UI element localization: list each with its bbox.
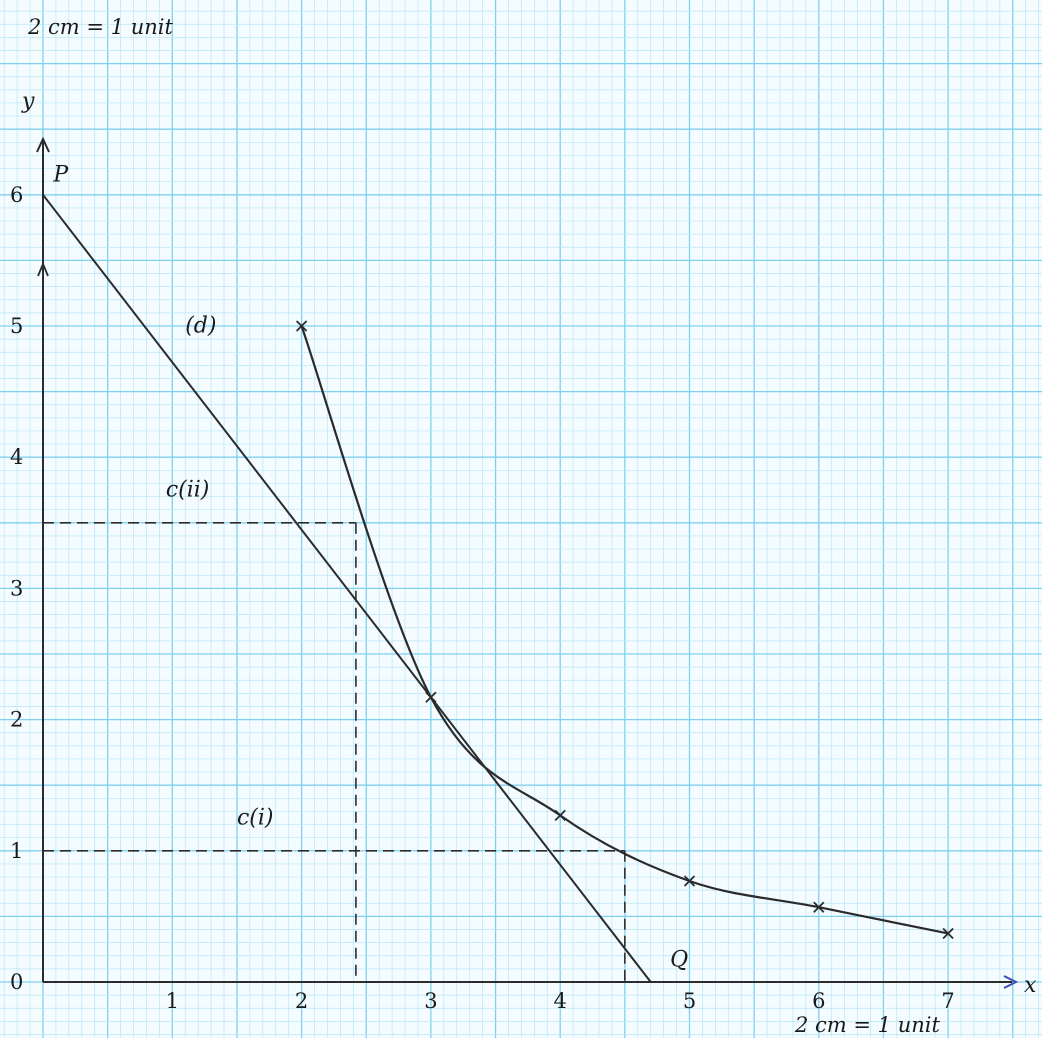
y-tick-label: 4 <box>10 445 23 469</box>
y-tick-label: 0 <box>10 970 23 994</box>
annotations: P (d) c(ii) c(i) Q <box>52 163 688 973</box>
scale-note-top: 2 cm = 1 unit <box>27 15 173 39</box>
data-point-marker <box>813 901 825 913</box>
data-point-marker <box>942 927 954 940</box>
x-tick-label: 6 <box>812 989 825 1013</box>
straight-line-pq <box>42 194 652 983</box>
axes <box>36 136 1019 989</box>
series-layer <box>42 194 954 983</box>
x-tick-label: 1 <box>166 989 179 1013</box>
y-axis-label: y <box>21 89 35 114</box>
tick-labels: 1 2 3 4 5 6 7 0 1 2 3 4 5 6 <box>10 183 955 1013</box>
x-axis-label: x <box>1024 973 1037 998</box>
y-tick-label: 2 <box>10 708 23 732</box>
x-tick-label: 2 <box>295 989 308 1013</box>
annotation-label: c(i) <box>237 806 274 831</box>
annotation-label: (d) <box>185 314 216 339</box>
scale-note-bottom: 2 cm = 1 unit <box>794 1013 940 1037</box>
y-axis-arrow-secondary <box>37 261 49 277</box>
x-tick-label: 4 <box>554 989 567 1013</box>
y-tick-label: 1 <box>10 839 23 863</box>
x-tick-label: 5 <box>683 989 696 1013</box>
data-point-marker <box>295 320 308 332</box>
data-point-marker <box>554 809 566 822</box>
y-tick-label: 5 <box>10 314 23 338</box>
data-point-marker <box>683 875 696 887</box>
x-tick-label: 7 <box>941 989 954 1013</box>
annotation-label: P <box>52 163 69 188</box>
annotation-label: Q <box>670 947 688 972</box>
annotation-label: c(ii) <box>166 478 210 503</box>
x-tick-label: 3 <box>424 989 437 1013</box>
y-tick-label: 6 <box>10 183 23 207</box>
y-axis-arrow <box>36 136 50 153</box>
x-axis-arrow <box>1003 975 1019 989</box>
y-tick-label: 3 <box>10 576 23 600</box>
